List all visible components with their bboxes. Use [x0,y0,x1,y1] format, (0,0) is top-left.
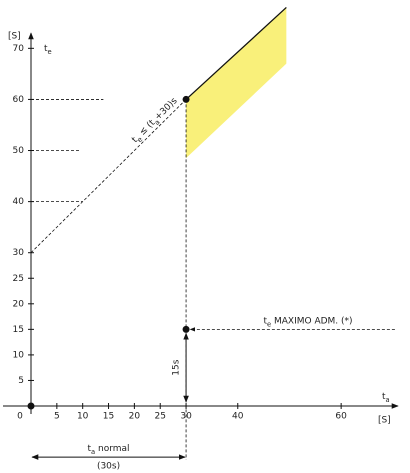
limit-line [185,6,287,100]
y-tick-label: 20 [13,299,25,309]
y-tick-label: 30 [13,248,25,258]
subscript: e [48,48,52,56]
max-label: te MAXIMO ADM. (*) [263,316,352,329]
text-part: t [44,44,48,54]
normal-label: ta normal [87,444,129,457]
x-tick-label: 10 [77,412,89,422]
y-unit: [S] [8,32,21,42]
subscript: e [267,320,271,328]
text-part: t [87,444,91,454]
y-tick-label: 40 [13,197,25,207]
extrapolation-line [30,99,187,253]
text-part: t [130,135,140,145]
x-tick-label: 60 [335,412,347,422]
tolerance-label: 15s [172,359,182,375]
subscript: a [386,396,390,404]
text-part: normal [95,444,129,454]
text-part: t [263,316,267,326]
x-tick-label: 15 [103,412,114,422]
y-tick-label: 70 [13,44,25,54]
y-tick-label: 50 [13,146,25,156]
y-tick-label: 10 [13,350,25,360]
subscript: e [136,135,145,144]
subscript: a [91,448,95,456]
x-tick-label: 5 [54,412,60,422]
y-tick-label: 15 [13,325,24,335]
text-part: MAXIMO ADM. (*) [271,316,352,326]
x-tick-label: 20 [129,412,141,422]
y-tick-label: 5 [18,376,24,386]
text-part: +30)s [153,96,180,122]
y-label: te [44,44,52,57]
x-tick-label: 25 [154,412,165,422]
point [182,95,190,103]
subscript: a [153,118,162,127]
normal-note: (30s) [97,462,120,472]
tolerance-band [186,7,287,159]
point [27,402,35,410]
text-part: t [382,392,386,402]
x-label: ta [382,392,390,405]
y-tick-label: 60 [13,95,25,105]
limit-label: te ≤ (ta+30)s [130,96,181,147]
x-tick-label: 0 [17,412,23,422]
y-tick-label: 25 [13,274,24,284]
x-unit: [S] [378,416,391,426]
point [182,325,190,333]
x-tick-label: 40 [232,412,244,422]
